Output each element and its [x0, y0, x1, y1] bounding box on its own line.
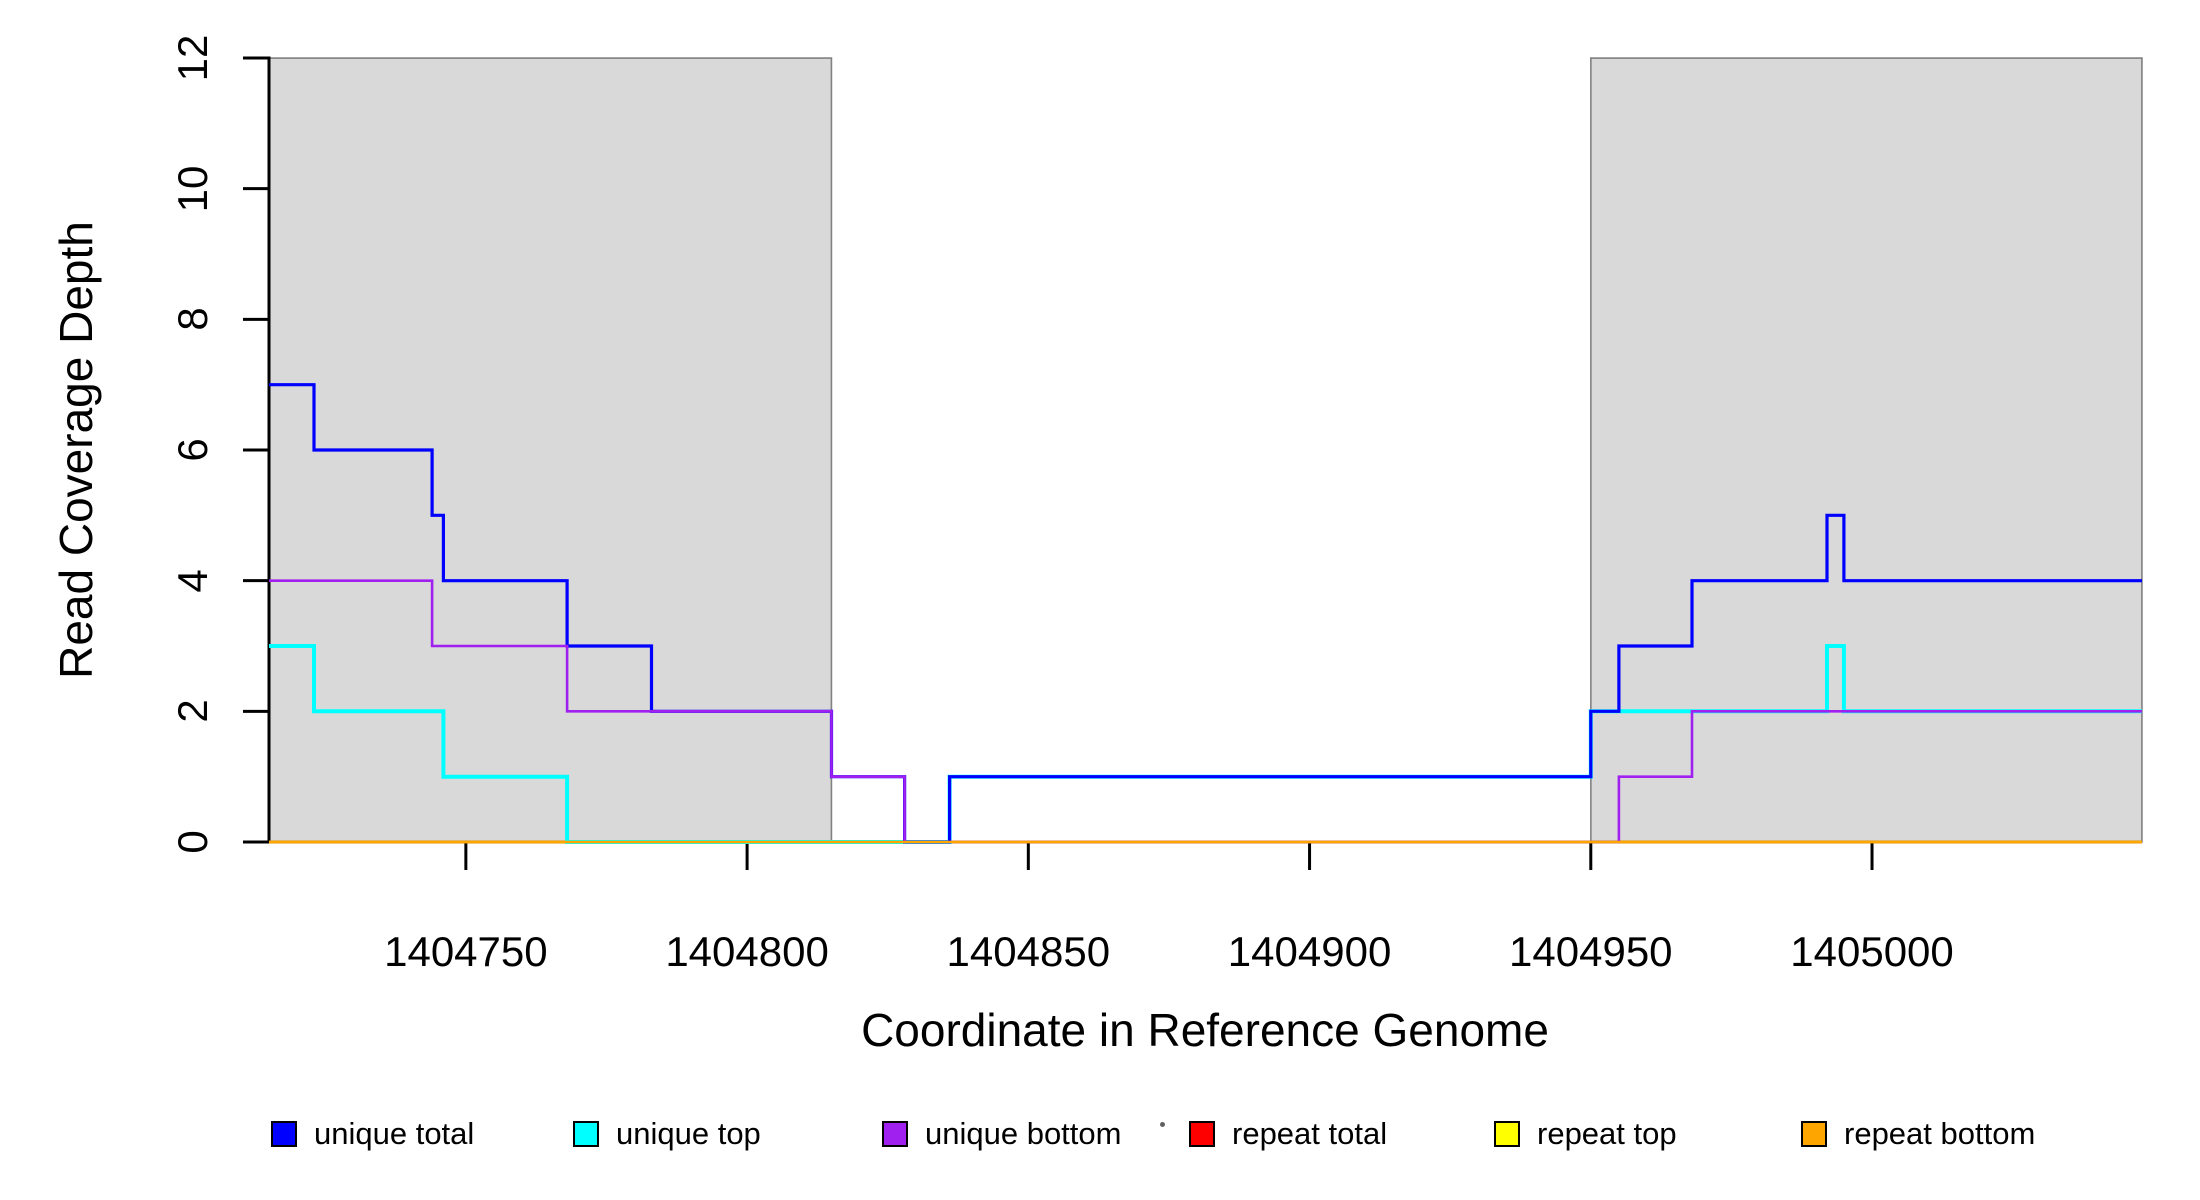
y-tick-label-12: 12 — [169, 34, 216, 82]
legend-label-repeat-top: repeat top — [1537, 1116, 1677, 1151]
y-tick-label-8: 8 — [169, 307, 216, 332]
x-axis-title: Coordinate in Reference Genome — [861, 1004, 1549, 1056]
legend-swatch-unique-total — [271, 1121, 297, 1147]
y-tick-label-10: 10 — [169, 165, 216, 213]
y-tick-label-0: 0 — [169, 830, 216, 854]
legend-label-unique-top: unique top — [616, 1116, 761, 1151]
legend-item-unique-top: unique top — [573, 1116, 761, 1152]
legend-item-unique-total: unique total — [271, 1116, 474, 1152]
legend-label-unique-bottom: unique bottom — [925, 1116, 1122, 1151]
x-tick-label-1404950: 1404950 — [1509, 928, 1673, 975]
legend-swatch-repeat-bottom — [1801, 1121, 1827, 1147]
highlight-region-right — [1589, 57, 2143, 843]
x-tick-label-1404800: 1404800 — [665, 928, 829, 975]
legend-item-unique-bottom: unique bottom — [882, 1116, 1121, 1152]
legend-swatch-repeat-top — [1494, 1121, 1520, 1147]
x-tick-label-1405000: 1405000 — [1790, 928, 1954, 975]
x-tick-label-1404850: 1404850 — [946, 928, 1111, 975]
legend-item-repeat-bottom: repeat bottom — [1801, 1116, 2035, 1152]
y-tick-label-2: 2 — [169, 699, 216, 724]
legend-label-unique-total: unique total — [314, 1116, 475, 1151]
x-tick-label-1404750: 1404750 — [384, 928, 548, 975]
y-tick-label-6: 6 — [169, 438, 216, 462]
legend-label-repeat-total: repeat total — [1232, 1116, 1388, 1151]
stray-dot-artifact — [1160, 1122, 1165, 1127]
legend-label-repeat-bottom: repeat bottom — [1844, 1116, 2036, 1151]
legend-swatch-unique-top — [573, 1121, 599, 1147]
legend-swatch-unique-bottom — [882, 1121, 908, 1147]
y-tick-label-4: 4 — [169, 568, 216, 593]
y-axis-title: Read Coverage Depth — [50, 221, 102, 679]
legend-swatch-repeat-total — [1189, 1121, 1215, 1147]
legend-item-repeat-total: repeat total — [1189, 1116, 1387, 1152]
legend-item-repeat-top: repeat top — [1494, 1116, 1677, 1152]
x-tick-label-1404900: 1404900 — [1227, 928, 1392, 975]
series-line-unique-bottom — [269, 579, 2142, 844]
